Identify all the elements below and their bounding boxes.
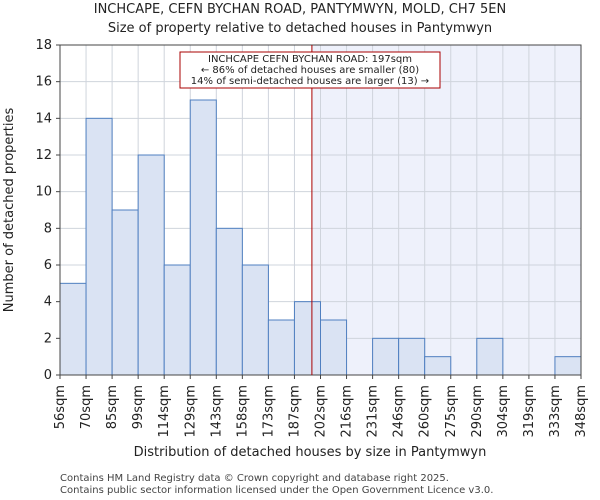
x-tick-label-13: 246sqm — [392, 385, 407, 438]
y-axis-ticks: 0 2 4 6 8 10 12 14 16 18 — [35, 38, 60, 383]
y-tick-label-1: 2 — [44, 331, 52, 346]
y-tick-label-7: 14 — [35, 111, 52, 126]
x-tick-label-15: 275sqm — [444, 385, 459, 438]
bar-114sqm — [163, 264, 191, 376]
x-tick-label-17: 304sqm — [496, 385, 511, 438]
x-tick-label-0: 56sqm — [53, 385, 68, 429]
x-tick-label-7: 158sqm — [235, 385, 250, 438]
x-tick-label-10: 202sqm — [314, 385, 329, 438]
x-tick-label-20: 348sqm — [574, 385, 589, 438]
y-tick-label-2: 4 — [44, 295, 52, 310]
x-tick-label-16: 290sqm — [470, 385, 485, 438]
x-tick-label-12: 231sqm — [366, 385, 381, 438]
x-tick-label-4: 114sqm — [157, 385, 172, 438]
larger-properties-highlight — [311, 45, 581, 375]
x-tick-label-6: 143sqm — [209, 385, 224, 438]
chart-title: INCHCAPE, CEFN BYCHAN ROAD, PANTYMWYN, M… — [94, 2, 507, 17]
chart-subtitle: Size of property relative to detached ho… — [108, 21, 492, 36]
bar-202sqm — [320, 319, 348, 376]
footer-line-2: Contains public sector information licen… — [60, 485, 493, 496]
annotation-box — [179, 51, 441, 89]
bar-260sqm — [424, 356, 452, 376]
y-tick-label-4: 8 — [44, 221, 52, 236]
x-tick-label-9: 187sqm — [287, 385, 302, 438]
x-tick-label-11: 216sqm — [340, 385, 355, 438]
x-tick-label-19: 333sqm — [548, 385, 563, 438]
annotation-line-1: INCHCAPE CEFN BYCHAN ROAD: 197sqm — [208, 54, 412, 65]
x-tick-label-1: 70sqm — [79, 385, 94, 429]
x-tick-label-8: 173sqm — [261, 385, 276, 438]
bar-143sqm — [215, 227, 243, 376]
y-tick-label-3: 6 — [44, 258, 52, 273]
bar-290sqm — [476, 337, 504, 376]
x-tick-label-3: 99sqm — [131, 385, 146, 429]
x-tick-label-2: 85sqm — [105, 385, 120, 429]
x-tick-label-18: 319sqm — [522, 385, 537, 438]
bar-333sqm — [554, 356, 582, 376]
x-tick-label-14: 260sqm — [418, 385, 433, 438]
bar-231sqm — [372, 337, 400, 376]
bar-187sqm — [293, 301, 322, 376]
annotation-line-2: ← 86% of detached houses are smaller (80… — [201, 65, 419, 76]
bar-129sqm — [189, 99, 217, 376]
footer-line-1: Contains HM Land Registry data © Crown c… — [60, 473, 449, 484]
bar-246sqm — [398, 337, 426, 376]
y-tick-label-6: 12 — [35, 148, 52, 163]
x-axis-ticks: 56sqm 70sqm 85sqm 99sqm 114sqm 129sqm 143sqm 15… — [53, 375, 589, 438]
y-tick-label-0: 0 — [44, 368, 52, 383]
property-annotation: INCHCAPE CEFN BYCHAN ROAD: 197sqm ← 86% … — [179, 51, 441, 89]
y-tick-label-5: 10 — [35, 185, 52, 200]
y-tick-label-9: 18 — [35, 38, 52, 53]
bars — [59, 99, 582, 376]
bar-70sqm — [85, 117, 113, 376]
annotation-line-3: 14% of semi-detached houses are larger (… — [191, 76, 429, 87]
y-tick-label-8: 16 — [35, 75, 52, 90]
bar-99sqm — [137, 154, 165, 376]
y-axis-title: Number of detached properties — [2, 108, 17, 313]
x-axis-title: Distribution of detached houses by size … — [134, 445, 487, 460]
bar-85sqm — [111, 209, 139, 376]
x-tick-label-5: 129sqm — [183, 385, 198, 438]
bar-158sqm — [241, 264, 269, 376]
bar-56sqm — [59, 282, 87, 376]
bar-173sqm — [267, 319, 295, 376]
